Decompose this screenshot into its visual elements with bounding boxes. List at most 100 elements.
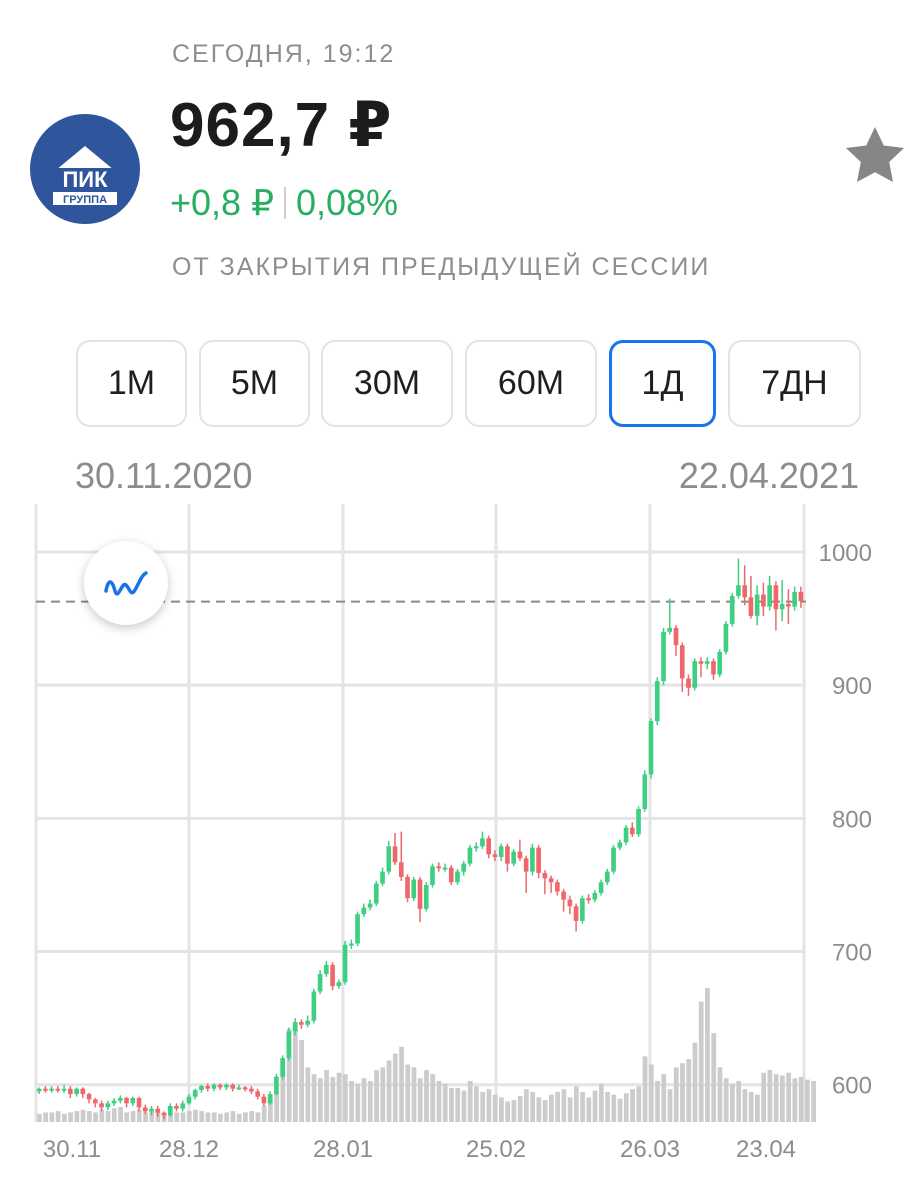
volume-bar [374,1070,379,1122]
timeframe-5m[interactable]: 5М [199,340,310,427]
candle-body [242,1087,248,1090]
timeframe-1d[interactable]: 1Д [609,340,716,427]
volume-bar [648,1064,654,1122]
x-tick-label: 30.11 [43,1136,101,1163]
candle-body [180,1103,186,1109]
x-tick-label: 28.12 [159,1136,219,1163]
favorite-star-icon[interactable] [842,124,908,190]
price-chart[interactable]: 1000 900 800 700 600 30.11 28.12 28.01 25.02 26.0… [0,500,924,1200]
volume-bar [149,1111,155,1122]
volume-bar [636,1086,642,1122]
volume-bar [549,1094,554,1122]
volume-bar [280,1060,286,1122]
candle-body [455,871,460,883]
candle-body [224,1084,229,1088]
candle-body [530,847,535,872]
x-tick-label: 26.03 [620,1136,680,1163]
candle-body [86,1094,92,1100]
volume-bar [124,1112,130,1122]
candle-body [205,1086,211,1089]
volume-bar [417,1078,423,1122]
candle-body [317,974,323,992]
volume-bar [474,1086,479,1122]
candle-body [704,661,710,664]
volume-bar [655,1080,660,1122]
candle-body [473,846,479,849]
chart-type-toggle-button[interactable] [84,541,168,625]
candle-body [623,827,629,843]
volume-bar [211,1112,217,1122]
candle-body [80,1088,86,1095]
volume-bar [711,1033,717,1122]
candle-body [511,851,516,864]
volume-bar [580,1091,585,1122]
timestamp: СЕГОДНЯ, 19:12 [172,40,396,68]
volume-bar [180,1112,186,1122]
volume-bar [742,1089,748,1122]
x-tick-label: 23.04 [736,1136,796,1163]
line-chart-icon [104,571,148,596]
candle-body [348,943,354,946]
candle-body [236,1087,242,1090]
candle-body [779,603,785,610]
volume-bar [567,1097,573,1122]
volume-bar [405,1064,411,1122]
volume-bar [792,1078,798,1122]
timeframe-7d[interactable]: 7ДН [728,340,861,427]
volume-bar [486,1089,492,1122]
volume-bar [55,1111,61,1122]
candle-body [498,846,504,857]
volume-bar [492,1094,498,1122]
candle-body [667,627,673,632]
volume-bar [480,1091,486,1122]
volume-bar [80,1109,86,1122]
timeframe-60m[interactable]: 60М [465,340,597,427]
candle-body [480,838,485,847]
candle-body [398,862,404,877]
y-tick-label: 1000 [819,540,872,567]
candle-body [611,847,616,872]
volume-bar [611,1094,617,1122]
candle-body [124,1098,129,1104]
candle-body [261,1096,267,1104]
candle-body [336,982,342,987]
timeframe-30m[interactable]: 30М [321,340,453,427]
timeframe-1m[interactable]: 1М [76,340,187,427]
volume-bar [524,1089,529,1122]
volume-bar [342,1074,348,1122]
volume-bar [692,1042,698,1122]
candle-body [723,623,729,652]
candle-body [492,854,498,857]
candle-body [573,906,579,921]
volume-bar [661,1074,667,1122]
volume-bar [517,1096,523,1122]
volume-bar [755,1094,760,1122]
y-tick-label: 600 [832,1073,872,1100]
volume-bar [442,1083,448,1122]
range-end-date: 22.04.2021 [678,455,859,496]
candle-body [36,1088,42,1092]
x-tick-label: 28.01 [313,1136,373,1163]
candle-body [386,846,392,872]
volume-bar [642,1056,648,1122]
volume-bar [673,1067,679,1122]
candle-body [486,838,492,855]
candle-body [130,1098,136,1104]
volume-bar [199,1111,205,1122]
candle-body [417,879,423,909]
candle-body [192,1090,198,1097]
candle-body [155,1108,161,1113]
candle-body [99,1103,104,1108]
volume-bar [505,1101,511,1122]
candle-body [742,585,748,598]
volume-bar [511,1100,517,1122]
candle-body [661,631,666,682]
candle-body [274,1076,279,1095]
candle-body [55,1088,61,1091]
candle-body [436,866,442,869]
candle-body [267,1094,273,1104]
volume-bar [330,1076,336,1122]
candle-body [654,681,660,722]
change-note: ОТ ЗАКРЫТИЯ ПРЕДЫДУЩЕЙ СЕССИИ [172,253,711,281]
candle-body [467,847,473,864]
